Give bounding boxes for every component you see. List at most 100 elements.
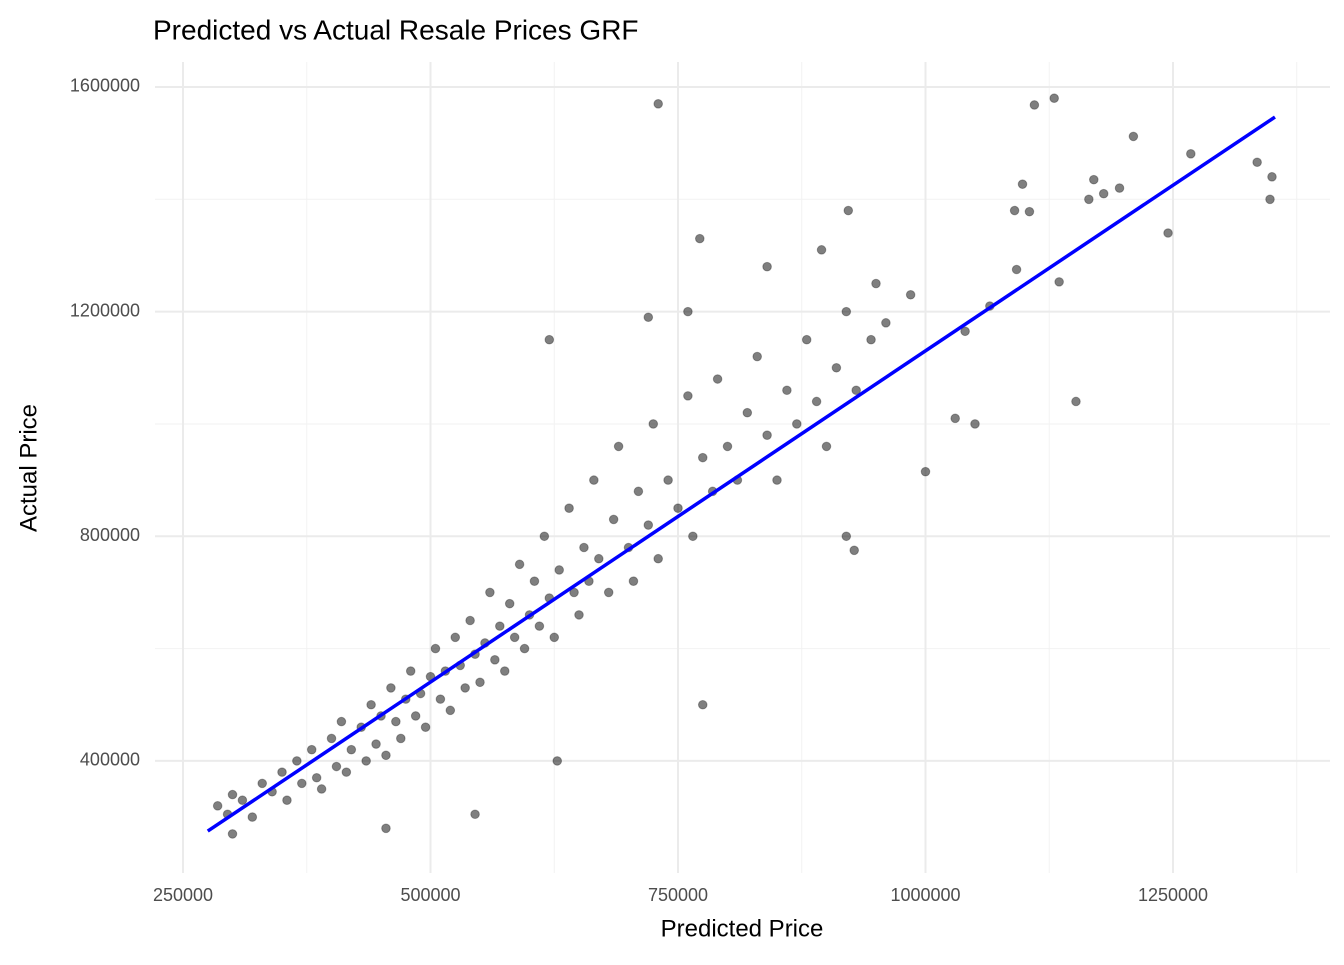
point bbox=[643, 312, 654, 323]
point bbox=[306, 744, 317, 755]
point bbox=[1049, 93, 1059, 104]
point bbox=[504, 598, 515, 609]
point bbox=[1163, 228, 1173, 238]
x-tick-label: 1000000 bbox=[890, 885, 960, 905]
point bbox=[430, 643, 441, 654]
point bbox=[801, 334, 812, 345]
point bbox=[237, 795, 248, 806]
point bbox=[950, 413, 960, 424]
point bbox=[292, 756, 302, 766]
point bbox=[970, 419, 980, 429]
point bbox=[742, 407, 753, 418]
point bbox=[552, 756, 563, 766]
point bbox=[569, 587, 579, 598]
point bbox=[762, 430, 772, 440]
y-tick-label: 1200000 bbox=[70, 300, 140, 320]
point bbox=[509, 632, 520, 643]
point bbox=[316, 784, 327, 794]
point bbox=[653, 553, 664, 564]
point bbox=[1267, 172, 1277, 182]
chart-title: Predicted vs Actual Resale Prices GRF bbox=[153, 14, 639, 45]
point bbox=[1009, 205, 1020, 216]
point bbox=[435, 694, 446, 704]
point bbox=[920, 466, 931, 477]
point bbox=[841, 531, 852, 542]
point bbox=[628, 576, 639, 586]
point bbox=[326, 733, 337, 744]
y-tick-label: 400000 bbox=[80, 750, 140, 770]
point bbox=[648, 419, 659, 429]
point bbox=[495, 621, 505, 631]
point bbox=[529, 576, 540, 586]
y-axis-title: Actual Price bbox=[15, 404, 42, 532]
point bbox=[371, 739, 381, 749]
point bbox=[905, 289, 916, 300]
point bbox=[589, 475, 599, 485]
point bbox=[851, 385, 861, 396]
y-tick-label: 1600000 bbox=[70, 76, 140, 96]
point bbox=[1071, 396, 1081, 407]
point bbox=[311, 772, 322, 783]
point bbox=[608, 514, 619, 525]
point bbox=[381, 750, 391, 761]
point bbox=[816, 245, 827, 255]
x-tick-label: 500000 bbox=[400, 885, 460, 905]
point bbox=[336, 716, 347, 727]
point bbox=[1024, 206, 1035, 217]
point bbox=[227, 829, 238, 839]
point bbox=[212, 801, 223, 811]
point bbox=[1186, 149, 1196, 159]
point bbox=[1088, 174, 1099, 185]
point bbox=[405, 666, 416, 676]
point bbox=[712, 374, 723, 384]
point bbox=[849, 545, 860, 556]
point bbox=[694, 233, 705, 244]
point bbox=[1265, 194, 1275, 205]
point bbox=[722, 441, 733, 452]
point bbox=[277, 767, 287, 777]
point bbox=[1029, 100, 1040, 110]
point bbox=[843, 205, 854, 216]
point bbox=[490, 655, 500, 665]
point bbox=[445, 705, 456, 716]
point bbox=[1017, 179, 1028, 189]
point bbox=[554, 565, 565, 575]
point bbox=[460, 683, 470, 693]
point bbox=[420, 722, 431, 733]
point bbox=[544, 334, 555, 345]
point bbox=[465, 615, 475, 626]
point bbox=[361, 756, 371, 766]
point bbox=[752, 351, 763, 362]
point bbox=[331, 761, 342, 772]
point bbox=[792, 419, 802, 429]
point bbox=[519, 643, 530, 654]
point bbox=[831, 362, 842, 373]
point bbox=[297, 778, 307, 789]
point bbox=[282, 795, 292, 806]
point bbox=[386, 683, 396, 693]
point bbox=[564, 503, 574, 513]
y-tick-label: 800000 bbox=[80, 525, 140, 545]
point bbox=[470, 809, 480, 820]
point bbox=[1114, 183, 1125, 193]
point bbox=[396, 733, 406, 744]
point bbox=[539, 531, 550, 542]
point bbox=[381, 823, 391, 834]
point bbox=[762, 261, 772, 272]
point bbox=[688, 531, 698, 542]
point bbox=[1252, 157, 1262, 168]
point bbox=[663, 475, 673, 485]
point bbox=[450, 632, 461, 643]
point bbox=[1098, 188, 1109, 199]
point bbox=[821, 441, 832, 452]
point bbox=[499, 666, 510, 676]
point bbox=[603, 587, 614, 598]
point bbox=[410, 711, 421, 721]
point bbox=[772, 475, 782, 485]
point bbox=[697, 452, 708, 463]
point bbox=[1011, 264, 1022, 275]
point bbox=[960, 326, 970, 337]
point bbox=[871, 278, 881, 289]
